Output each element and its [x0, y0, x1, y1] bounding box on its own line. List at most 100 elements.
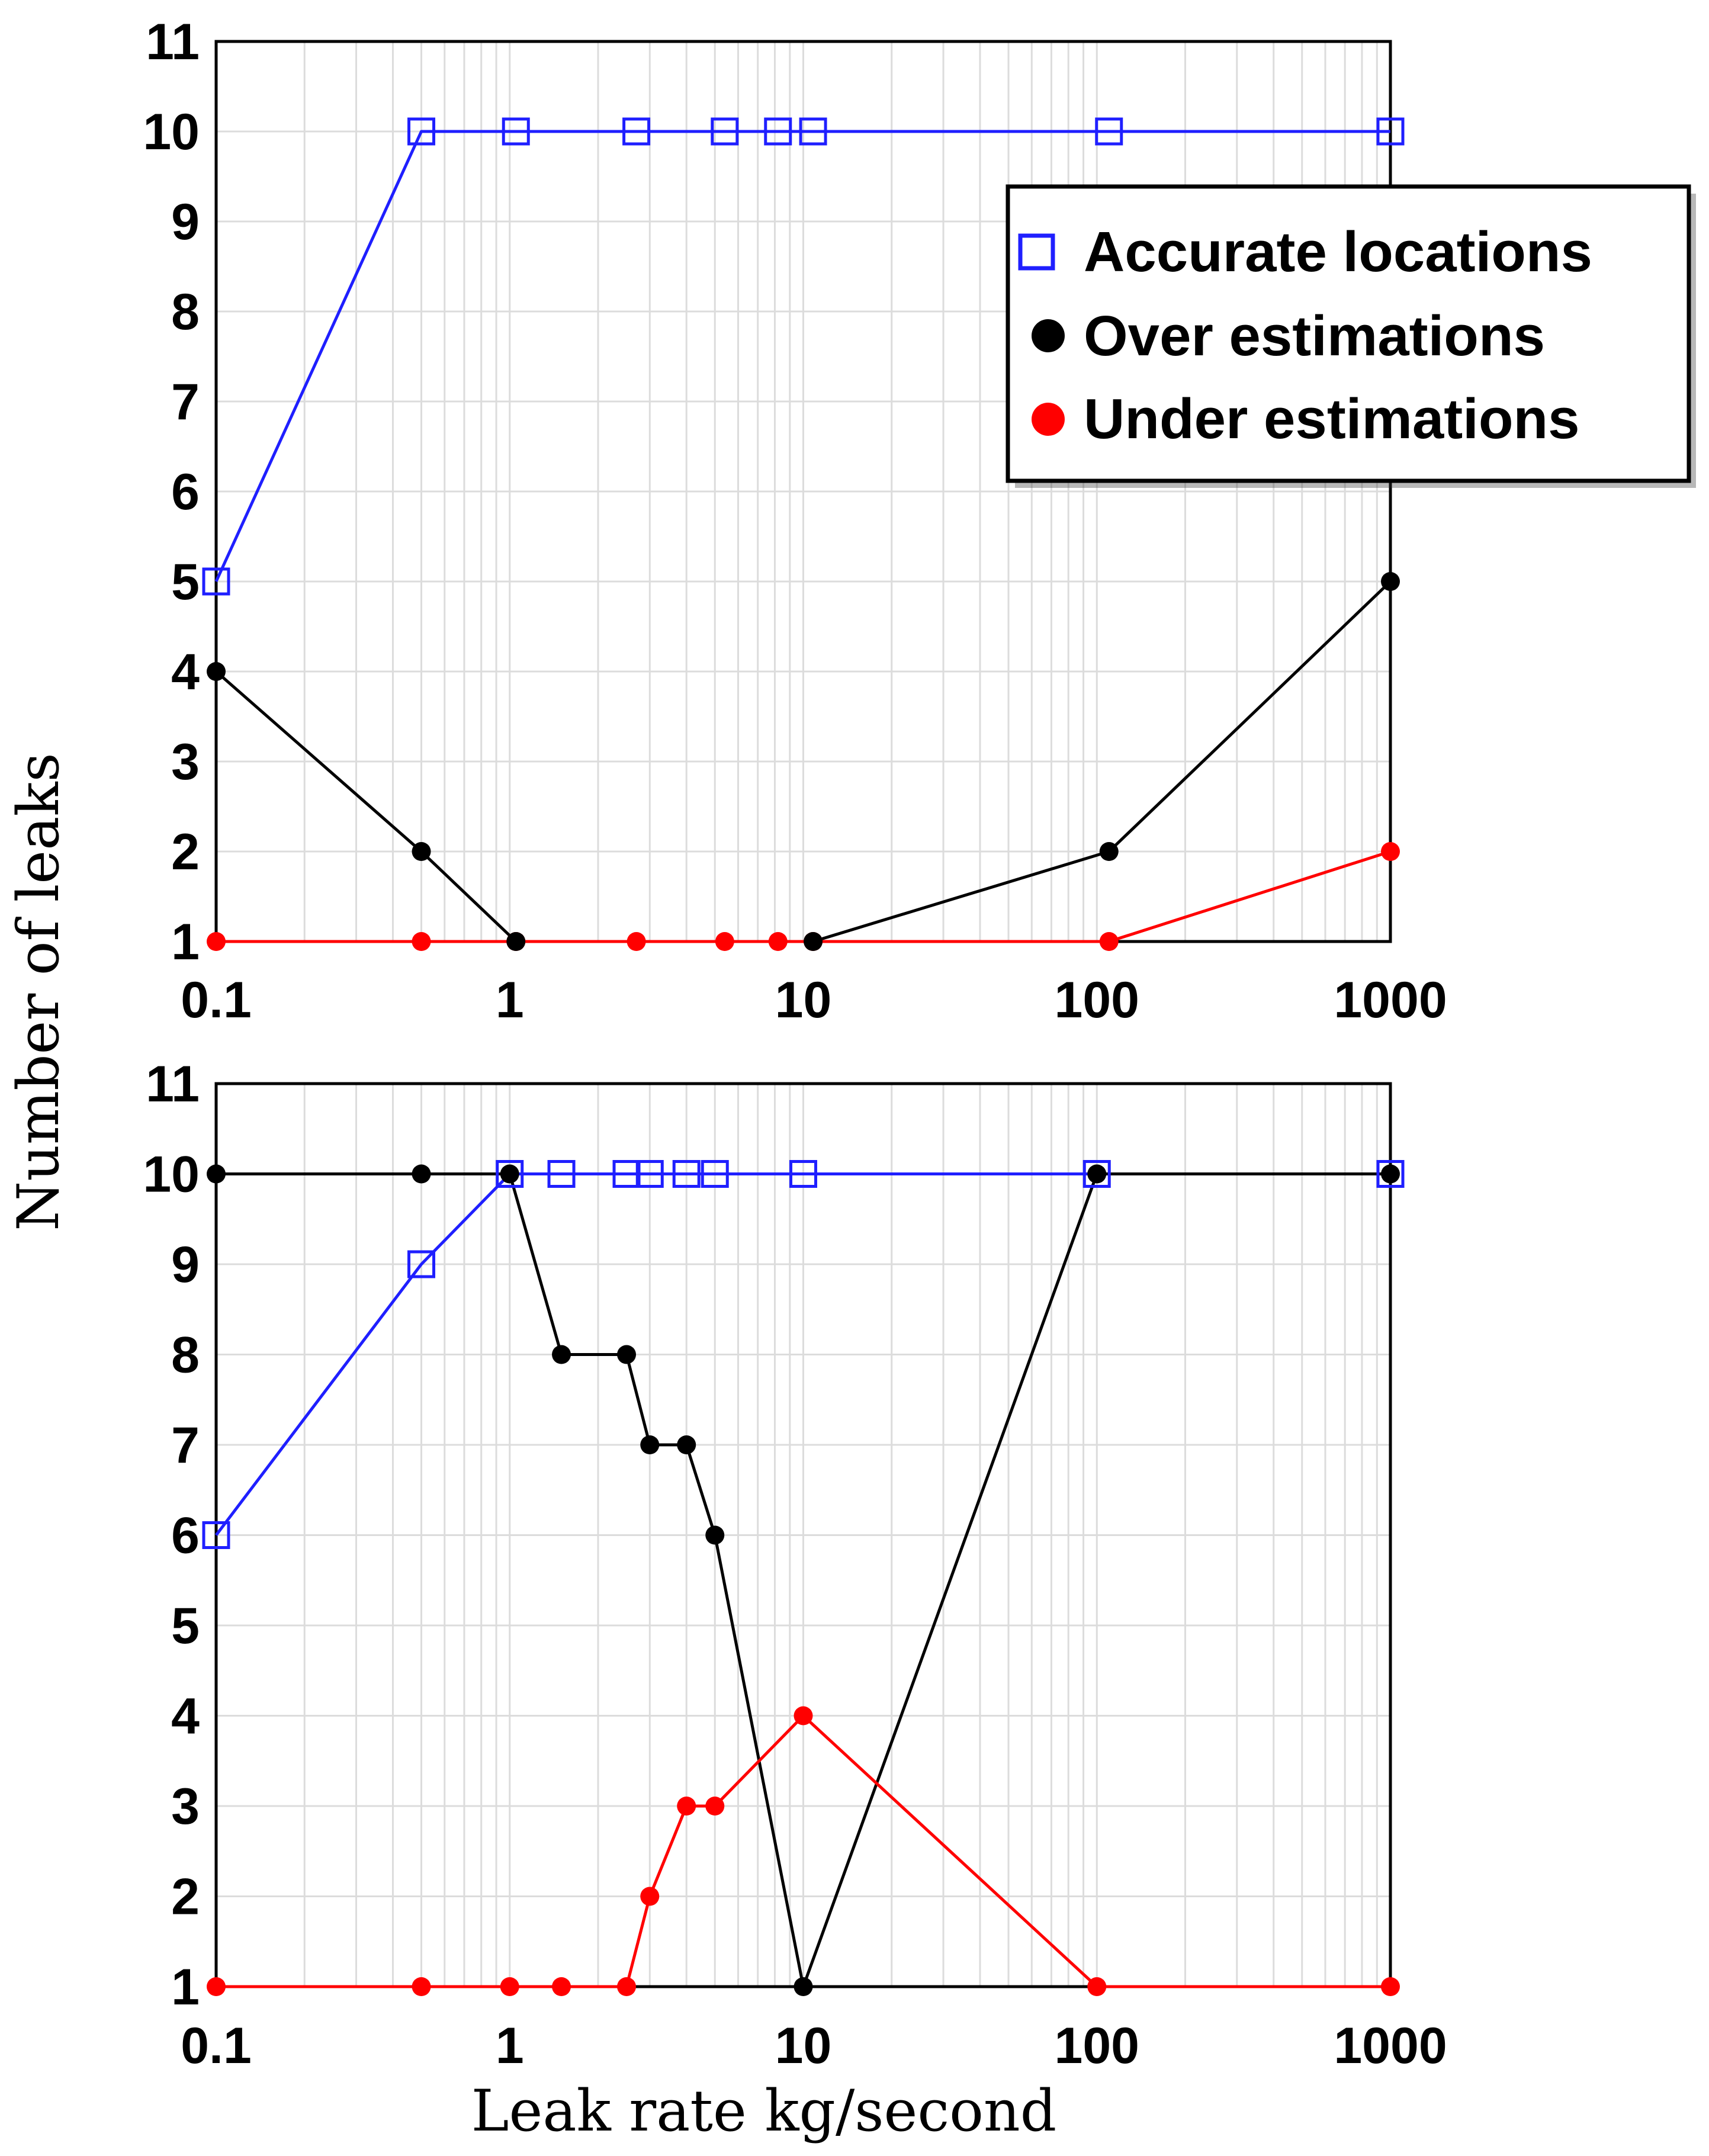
legend-label-under: Under estimations	[1084, 387, 1580, 451]
data-point-accurate	[496, 1160, 524, 1188]
y-tick-label: 8	[171, 1327, 200, 1384]
y-tick-label: 8	[171, 284, 200, 340]
legend-over-marker-icon	[1032, 319, 1065, 352]
data-point-under	[705, 1797, 725, 1816]
y-tick-label: 3	[171, 734, 200, 791]
y-tick-label: 11	[146, 1056, 200, 1113]
data-point-accurate	[202, 1521, 230, 1549]
x-tick-label: 1000	[1334, 972, 1447, 1029]
data-point-over	[500, 1164, 519, 1184]
data-point-over	[1087, 1164, 1107, 1184]
data-point-over	[412, 1164, 431, 1184]
x-tick-label: 10	[775, 972, 832, 1029]
data-point-under	[794, 1706, 813, 1726]
y-axis-title: Number of leaks	[5, 753, 72, 1231]
data-point-over	[794, 1977, 813, 1996]
data-point-over	[552, 1345, 571, 1364]
y-tick-label: 1	[171, 914, 200, 971]
data-point-under	[1381, 842, 1400, 861]
y-tick-label: 2	[171, 824, 200, 881]
data-point-over	[640, 1435, 660, 1454]
data-point-over	[412, 842, 431, 861]
data-point-accurate	[202, 567, 230, 596]
y-tick-label: 2	[171, 1869, 200, 1926]
y-tick-label: 9	[171, 1236, 200, 1293]
data-point-under	[207, 932, 226, 951]
x-tick-label: 100	[1055, 972, 1140, 1029]
data-point-over	[617, 1345, 637, 1364]
data-point-under	[412, 1977, 431, 1996]
y-tick-label: 1	[171, 1959, 200, 2016]
series-line-accurate	[214, 130, 1390, 583]
data-point-accurate	[612, 1160, 641, 1188]
legend-label-accurate: Accurate locations	[1084, 220, 1592, 284]
data-point-under	[640, 1887, 660, 1906]
data-point-accurate	[622, 117, 651, 146]
data-point-accurate	[1376, 117, 1405, 146]
data-point-accurate	[1376, 1160, 1405, 1188]
data-point-accurate	[547, 1160, 576, 1188]
data-point-under	[412, 932, 431, 951]
data-point-accurate	[764, 117, 792, 146]
legend-accurate-marker-icon	[1018, 233, 1055, 271]
y-tick-label: 3	[171, 1778, 200, 1835]
data-point-over	[1381, 1164, 1400, 1184]
data-point-accurate	[1095, 117, 1123, 146]
data-point-under	[1099, 932, 1119, 951]
x-axis-title: Leak rate kg/second	[471, 2078, 1056, 2144]
y-tick-label: 5	[171, 1598, 200, 1654]
data-point-under	[677, 1797, 696, 1816]
y-tick-label: 10	[143, 1146, 200, 1203]
data-point-under	[1087, 1977, 1107, 1996]
x-tick-label: 10	[775, 2017, 832, 2074]
data-point-under	[627, 932, 646, 951]
x-tick-label: 0.1	[181, 2017, 252, 2074]
data-point-accurate	[789, 1160, 817, 1188]
y-tick-label: 5	[171, 554, 200, 611]
y-tick-label: 11	[146, 14, 200, 70]
data-point-under	[768, 932, 788, 951]
x-tick-label: 1	[496, 2017, 524, 2074]
data-point-over	[207, 662, 226, 681]
y-tick-label: 4	[171, 644, 200, 701]
data-point-over	[705, 1525, 725, 1545]
data-point-accurate	[502, 117, 530, 146]
data-point-over	[506, 932, 526, 951]
data-point-under	[715, 932, 734, 951]
data-point-accurate	[407, 117, 436, 146]
data-point-under	[1381, 1977, 1400, 1996]
y-tick-label: 6	[171, 464, 200, 520]
data-point-accurate	[635, 1160, 664, 1188]
data-point-over	[804, 932, 823, 951]
x-tick-label: 0.1	[181, 972, 252, 1029]
legend: Accurate locations Over estimations Unde…	[1006, 184, 1696, 488]
legend-under-marker-icon	[1032, 403, 1065, 436]
data-point-under	[617, 1977, 637, 1996]
y-tick-label: 6	[171, 1508, 200, 1564]
data-point-under	[500, 1977, 519, 1996]
x-tick-label: 100	[1055, 2017, 1140, 2074]
y-tick-label: 7	[171, 1417, 200, 1474]
data-point-over	[1099, 842, 1119, 861]
y-tick-label: 7	[171, 374, 200, 430]
x-tick-label: 1000	[1334, 2017, 1447, 2074]
data-point-accurate	[701, 1160, 729, 1188]
data-point-accurate	[407, 1250, 436, 1278]
data-point-accurate	[799, 117, 827, 146]
x-tick-label: 1	[496, 972, 524, 1029]
y-tick-label: 4	[171, 1688, 200, 1745]
y-tick-label: 9	[171, 194, 200, 250]
data-point-accurate	[672, 1160, 701, 1188]
data-point-over	[207, 1164, 226, 1184]
data-point-over	[1381, 572, 1400, 591]
data-point-under	[207, 1977, 226, 1996]
legend-label-over: Over estimations	[1084, 304, 1545, 368]
y-tick-label: 10	[143, 104, 200, 160]
data-point-over	[677, 1435, 696, 1454]
data-point-accurate	[711, 117, 739, 146]
data-point-accurate	[1082, 1160, 1111, 1188]
series-line-accurate	[215, 1172, 1390, 1537]
